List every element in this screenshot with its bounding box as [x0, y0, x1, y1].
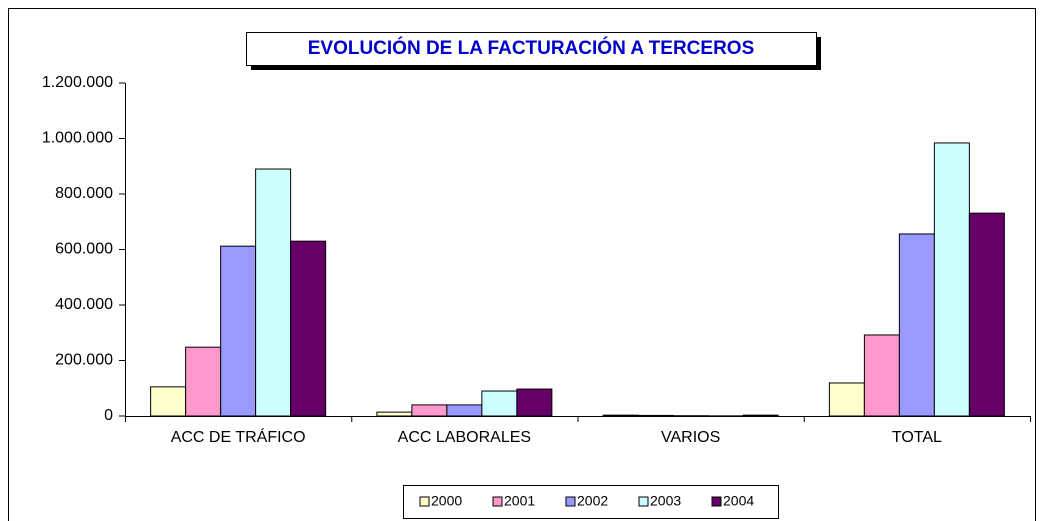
bar	[411, 404, 448, 417]
bar	[968, 212, 1005, 417]
legend-label: 2004	[723, 493, 754, 509]
bar	[481, 390, 518, 417]
y-tick-label: 200.000	[55, 352, 113, 369]
legend-swatch	[419, 496, 430, 507]
bar	[742, 414, 779, 417]
bar	[185, 346, 222, 417]
bar	[376, 411, 413, 417]
bar	[220, 245, 257, 417]
bar	[933, 142, 970, 417]
legend-swatch	[492, 496, 503, 507]
x-tick-label: ACC LABORALES	[398, 429, 531, 446]
chart-frame	[8, 8, 1036, 521]
legend-label: 2001	[504, 493, 535, 509]
bar	[150, 386, 187, 417]
y-tick-label: 800.000	[55, 185, 113, 202]
y-tick-label: 0	[104, 407, 113, 424]
y-tick-label: 1.200.000	[42, 74, 113, 91]
legend-swatch	[711, 496, 722, 507]
x-tick-label: ACC DE TRÁFICO	[171, 427, 306, 446]
y-tick-label: 400.000	[55, 296, 113, 313]
legend-swatch	[638, 496, 649, 507]
x-tick-label: TOTAL	[892, 429, 942, 446]
y-tick-label: 1.000.000	[42, 130, 113, 147]
bar	[602, 414, 639, 417]
bar	[290, 240, 327, 417]
y-tick-label: 600.000	[55, 241, 113, 258]
legend-label: 2003	[650, 493, 681, 509]
bar	[516, 388, 553, 417]
legend-label: 2000	[431, 493, 462, 509]
bar	[637, 414, 674, 417]
title-box	[246, 32, 817, 66]
bar	[898, 233, 935, 417]
chart-title: EVOLUCIÓN DE LA FACTURACIÓN A TERCEROS	[308, 37, 755, 59]
bar	[446, 404, 483, 417]
bar	[828, 382, 865, 417]
legend-label: 2002	[577, 493, 608, 509]
x-tick-label: VARIOS	[661, 429, 720, 446]
legend-swatch	[565, 496, 576, 507]
bar	[255, 168, 292, 417]
bar	[863, 334, 900, 417]
